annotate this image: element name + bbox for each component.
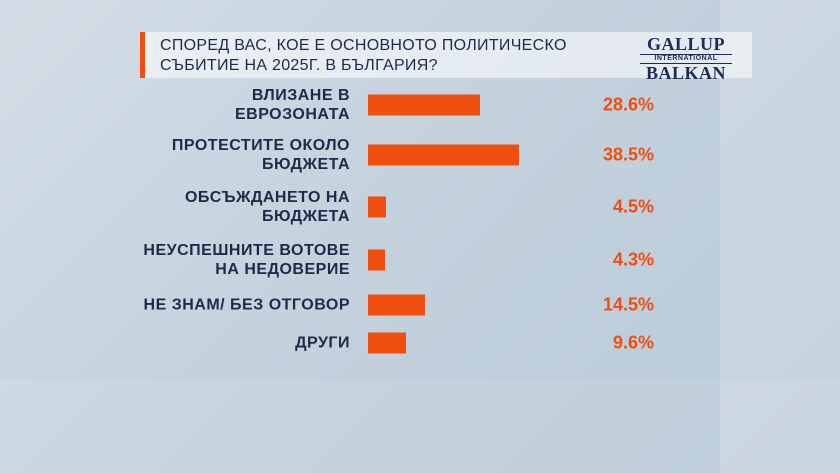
value-label: 38.5% [602, 144, 654, 165]
bar [368, 249, 385, 271]
category-label: НЕУСПЕШНИТЕ ВОТОВЕ НА НЕДОВЕРИЕ [143, 242, 350, 278]
bar [368, 144, 520, 166]
value-label: 4.5% [612, 196, 654, 217]
background-decoration [720, 0, 840, 473]
value-label: 4.3% [612, 249, 654, 270]
value-label: 9.6% [612, 332, 654, 353]
background-decoration [0, 380, 840, 473]
category-label: ДРУГИ [295, 334, 350, 352]
logo-text: BALKAN [645, 63, 726, 83]
logo-text: GALLUP [646, 34, 725, 54]
title-accent [140, 32, 145, 78]
category-label: НЕ ЗНАМ/ БЕЗ ОТГОВОР [143, 296, 350, 314]
category-label: ПРОТЕСТИТЕ ОКОЛО БЮДЖЕТА [171, 137, 350, 173]
logo-text: INTERNATIONAL [640, 54, 732, 64]
bar [368, 294, 425, 316]
value-label: 14.5% [602, 294, 654, 315]
value-label: 28.6% [602, 94, 654, 115]
chart-title: СПОРЕД ВАС, КОЕ Е ОСНОВНОТО ПОЛИТИЧЕСКО … [160, 37, 567, 74]
category-label: ОБСЪЖДАНЕТО НА БЮДЖЕТА [184, 189, 350, 225]
bar [368, 332, 406, 354]
title-box [140, 32, 752, 78]
bar [368, 196, 386, 218]
bar [368, 94, 481, 116]
logo: GALLUP INTERNATIONAL BALKAN [636, 34, 736, 83]
category-label: ВЛИЗАНЕ В ЕВРОЗОНАТА [234, 87, 350, 123]
